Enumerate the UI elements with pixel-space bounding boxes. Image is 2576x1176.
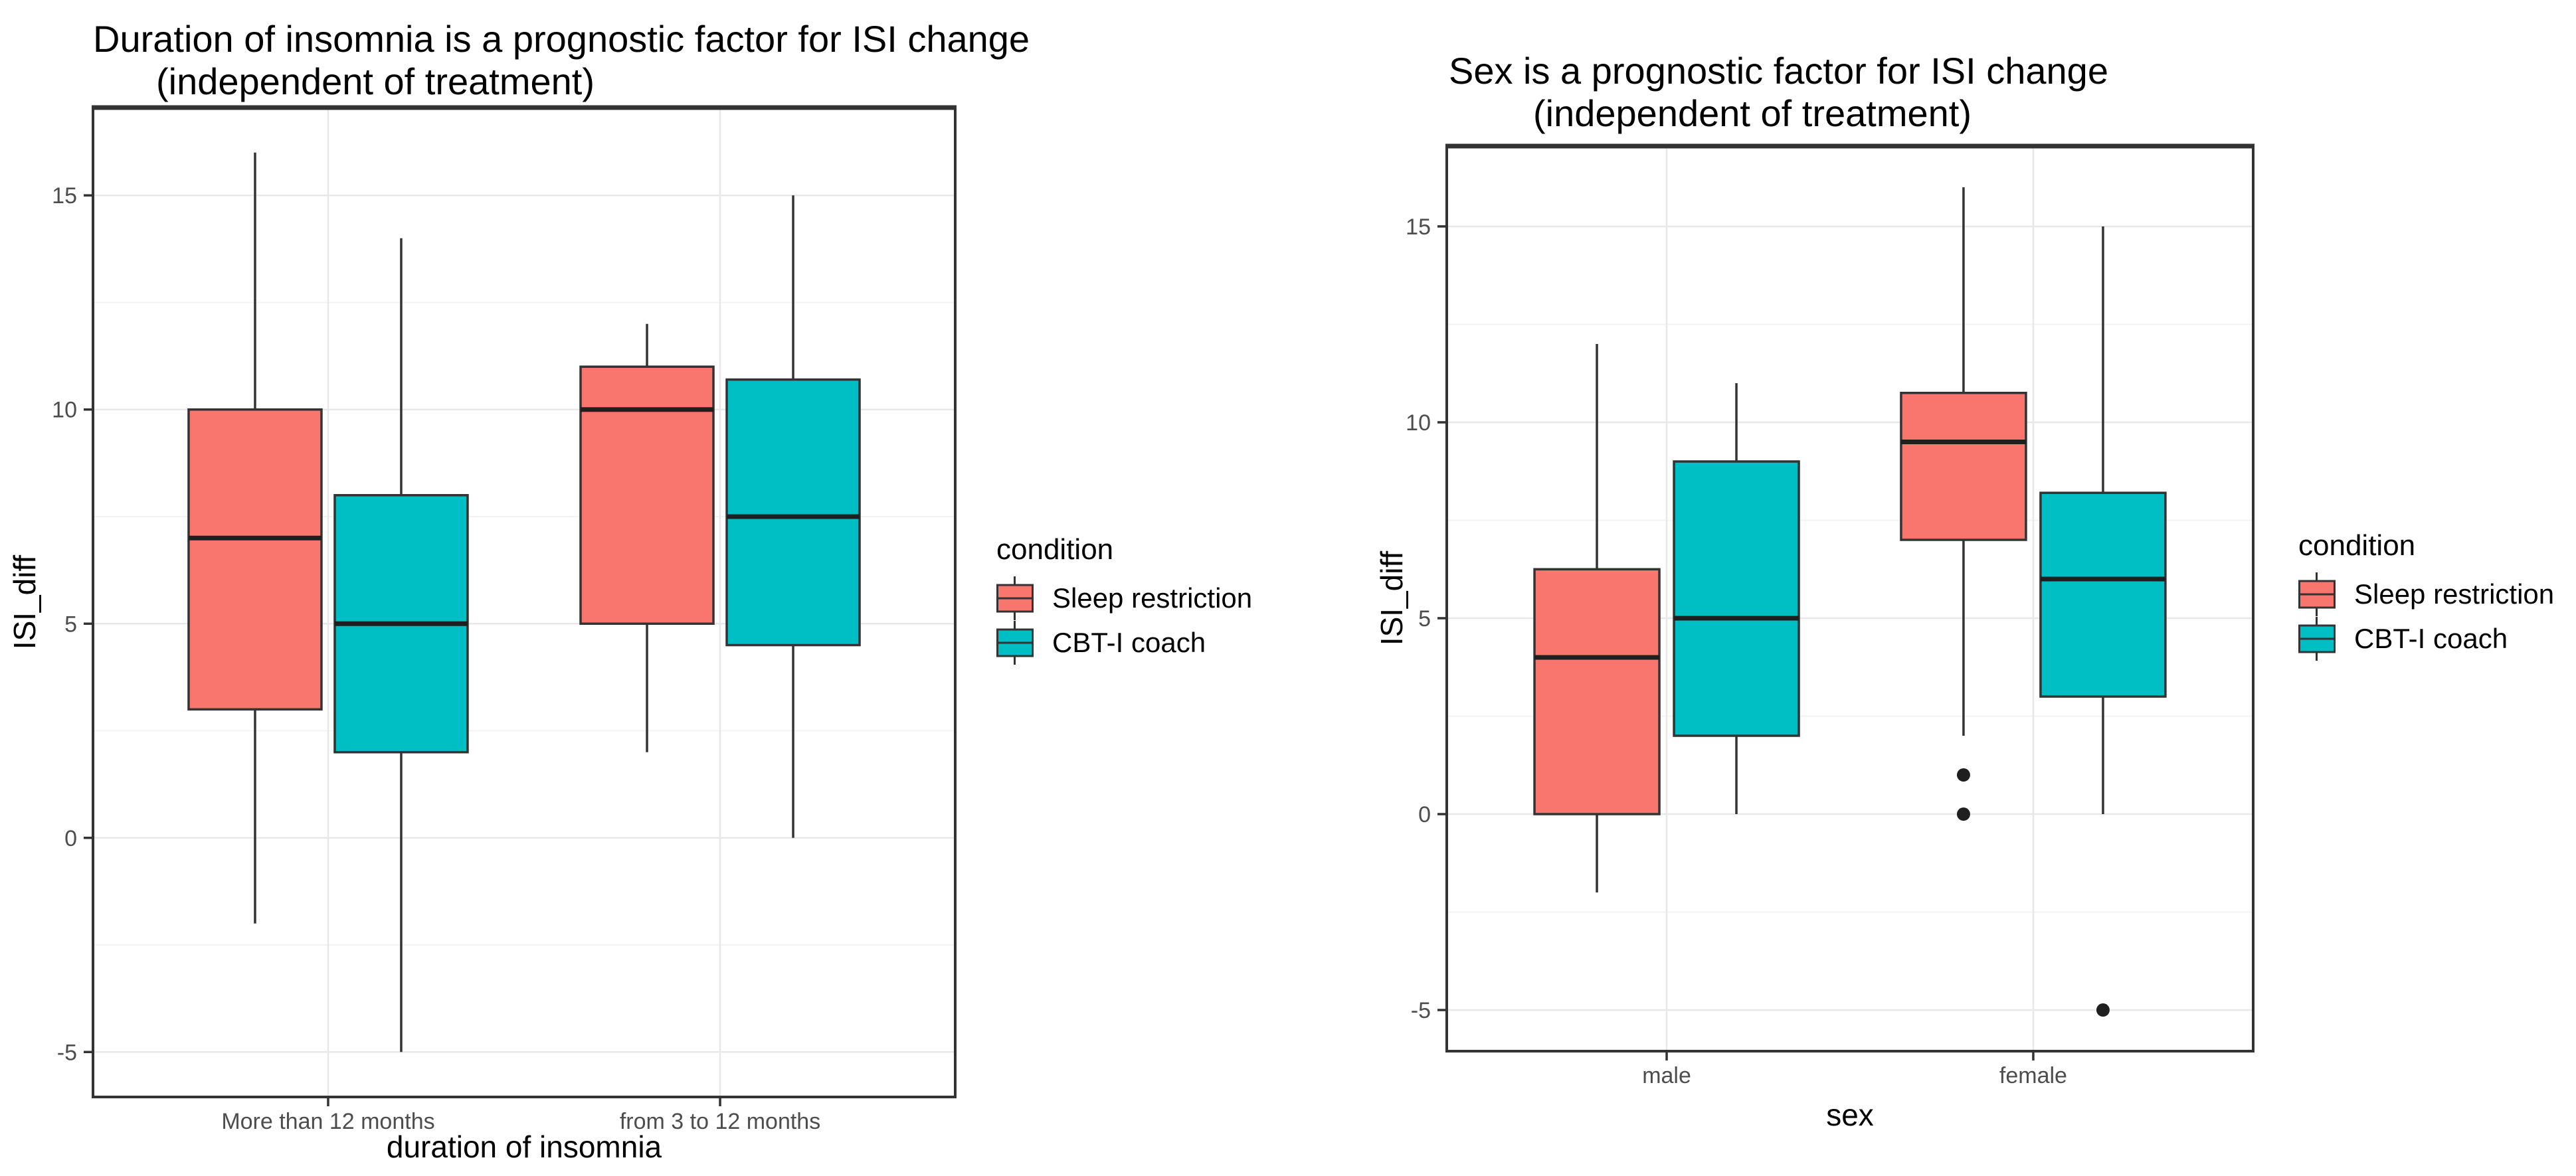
- y-tick-label: -5: [1411, 998, 1431, 1023]
- chart-panel: 15 10 5 0 -5 More than 12 months from 3 to 12 …: [52, 105, 957, 1134]
- outlier-point: [1956, 768, 1970, 782]
- boxplot-key-glyph: [2298, 617, 2336, 661]
- boxplot-key-icon: [996, 621, 1034, 665]
- box-sleep-restriction: [1533, 568, 1661, 815]
- chart-title-line: Duration of insomnia is a prognostic fac…: [93, 18, 1030, 60]
- legend-item: Sleep restriction: [996, 576, 1252, 620]
- chart-title-left: Duration of insomnia is a prognostic fac…: [93, 18, 1030, 103]
- y-tick-label: 0: [64, 826, 77, 851]
- outlier-point: [2096, 1003, 2110, 1017]
- x-axis-title: duration of insomnia: [386, 1130, 662, 1164]
- chart-title-right: Sex is a prognostic factor for ISI chang…: [1449, 50, 2108, 135]
- y-axis-title: ISI_diff: [7, 554, 42, 650]
- legend: condition Sleep restriction CBT-I coach: [2298, 529, 2554, 661]
- boxplot-key-icon: [2298, 572, 2336, 616]
- boxplot-key-glyph: [2298, 572, 2336, 616]
- chart-title-line: Sex is a prognostic factor for ISI chang…: [1449, 50, 2108, 92]
- boxplot-key-icon: [2298, 617, 2336, 661]
- box-cbt-i-coach: [725, 378, 861, 647]
- box-sleep-restriction: [1900, 391, 2027, 541]
- legend-item-label: CBT-I coach: [2354, 623, 2508, 654]
- legend-item-label: CBT-I coach: [1052, 627, 1206, 658]
- box-cbt-i-coach: [1673, 460, 1800, 737]
- x-tick-label: from 3 to 12 months: [620, 1109, 820, 1134]
- box-sleep-restriction: [579, 365, 715, 626]
- legend-item-label: Sleep restriction: [1052, 582, 1253, 614]
- y-tick-label: 5: [1418, 606, 1431, 631]
- y-tick-label: 10: [52, 398, 77, 423]
- legend: condition Sleep restriction CBT-I coach: [996, 533, 1252, 665]
- legend-title: condition: [996, 533, 1114, 566]
- y-tick-label: 5: [64, 612, 77, 637]
- legend-item: CBT-I coach: [2298, 617, 2554, 661]
- chart-panel: 15 10 5 0 -5 male female: [1406, 143, 2254, 1088]
- x-tick-label: male: [1642, 1063, 1691, 1088]
- x-tick-label: female: [1999, 1063, 2067, 1088]
- x-tick-label: More than 12 months: [221, 1109, 434, 1134]
- chart-title-line: (independent of treatment): [156, 60, 595, 102]
- boxplot-key-glyph: [996, 621, 1034, 665]
- boxplot-key-icon: [996, 576, 1034, 620]
- y-tick-label: 10: [1406, 410, 1431, 436]
- box-cbt-i-coach: [2039, 491, 2167, 698]
- y-tick-label: 0: [1418, 802, 1431, 827]
- y-tick-label: 15: [52, 183, 77, 209]
- legend-item: Sleep restriction: [2298, 572, 2554, 616]
- y-tick-label: 15: [1406, 214, 1431, 240]
- legend-item-label: Sleep restriction: [2354, 578, 2555, 610]
- y-axis-title: ISI_diff: [1374, 550, 1409, 646]
- outlier-point: [1956, 807, 1970, 821]
- boxplot-key-glyph: [996, 576, 1034, 620]
- box-sleep-restriction: [187, 408, 323, 711]
- y-tick-label: -5: [57, 1040, 77, 1065]
- chart-title-line: (independent of treatment): [1533, 92, 1972, 134]
- legend-item: CBT-I coach: [996, 621, 1252, 665]
- x-axis-title: sex: [1826, 1098, 1874, 1132]
- legend-title: condition: [2298, 529, 2416, 562]
